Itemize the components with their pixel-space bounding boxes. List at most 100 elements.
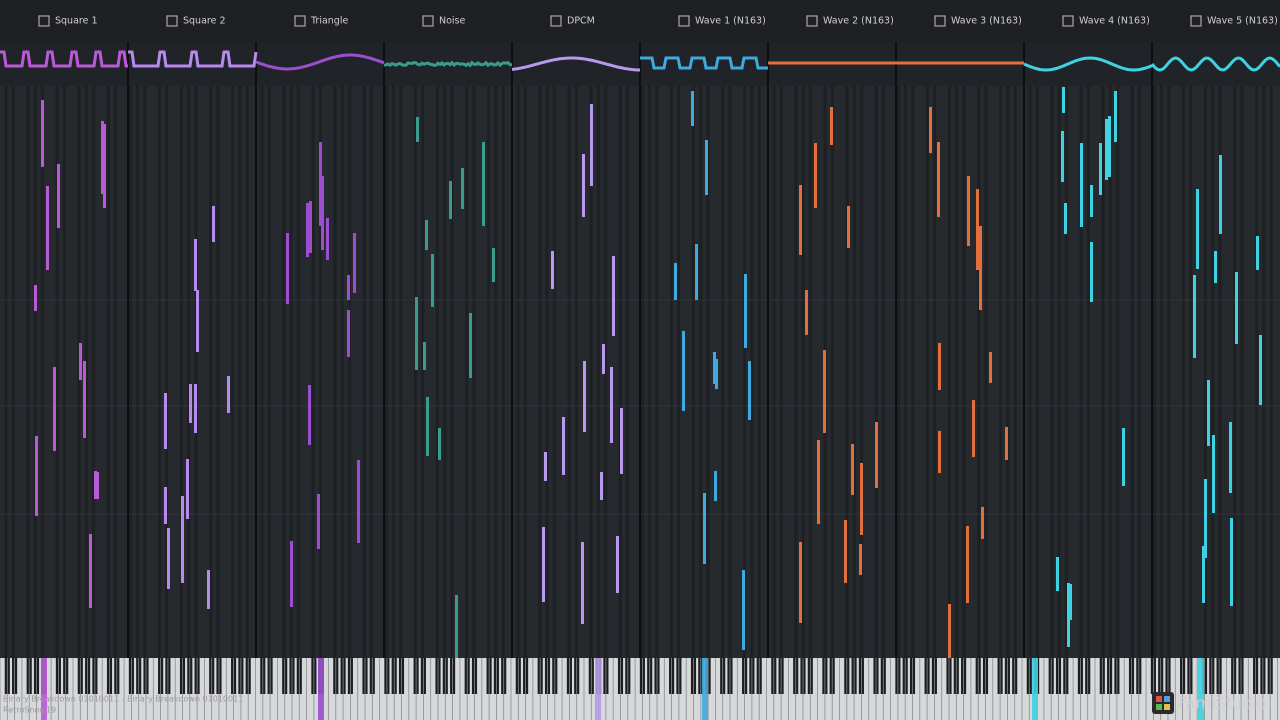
- logo-icon-part: [1156, 696, 1162, 702]
- channel-name: Square 2: [183, 16, 226, 27]
- note: [967, 176, 970, 246]
- note: [799, 185, 802, 255]
- note: [461, 168, 464, 209]
- note: [847, 206, 850, 248]
- note: [1061, 131, 1064, 182]
- note: [164, 393, 167, 449]
- note: [103, 124, 106, 208]
- note: [1230, 541, 1233, 606]
- note: [551, 251, 554, 289]
- active-key: [41, 658, 47, 720]
- note: [695, 244, 698, 300]
- note: [46, 186, 49, 270]
- note: [582, 154, 585, 217]
- active-key: [595, 658, 601, 720]
- note: [705, 140, 708, 195]
- channel-icon: [806, 15, 818, 27]
- note: [851, 444, 854, 495]
- channel-icon: [294, 15, 306, 27]
- channel-icon: [422, 15, 434, 27]
- note: [590, 104, 593, 186]
- note: [938, 343, 941, 390]
- note: [715, 359, 718, 389]
- note: [416, 117, 419, 142]
- note: [425, 220, 428, 250]
- note: [817, 440, 820, 524]
- note: [455, 595, 458, 658]
- song-author: RetroSnow19: [3, 706, 56, 715]
- note: [89, 534, 92, 608]
- note: [948, 604, 951, 658]
- waveform: [383, 60, 512, 68]
- note: [357, 460, 360, 543]
- note: [1202, 546, 1205, 603]
- note: [189, 384, 192, 423]
- note: [482, 142, 485, 226]
- note: [167, 528, 170, 589]
- waveform: [640, 56, 768, 70]
- note: [35, 436, 38, 516]
- note: [976, 189, 979, 270]
- note: [1105, 119, 1108, 180]
- note: [94, 471, 97, 499]
- note: [431, 254, 434, 307]
- waveform: [1023, 56, 1153, 72]
- note: [981, 507, 984, 539]
- note: [492, 248, 495, 282]
- note: [181, 522, 184, 583]
- note: [937, 142, 940, 217]
- note: [1114, 91, 1117, 142]
- logo-icon-part: [1156, 704, 1162, 710]
- note: [1214, 251, 1217, 283]
- channel-icon: [166, 15, 178, 27]
- logo-text: FamiStudio: [1178, 694, 1267, 713]
- note: [1196, 189, 1199, 269]
- note: [562, 417, 565, 475]
- note: [1259, 335, 1262, 405]
- note: [1062, 87, 1065, 113]
- note: [714, 471, 717, 501]
- note: [938, 431, 941, 473]
- note: [57, 164, 60, 228]
- note: [290, 541, 293, 607]
- channel-separator: [1151, 42, 1153, 658]
- active-key: [1198, 658, 1204, 720]
- note: [859, 544, 862, 575]
- logo-icon-part: [1164, 704, 1170, 710]
- note: [744, 274, 747, 348]
- active-key: [318, 658, 324, 720]
- note: [96, 472, 99, 499]
- note: [186, 459, 189, 519]
- note: [438, 428, 441, 460]
- note: [1219, 155, 1222, 234]
- note: [600, 472, 603, 500]
- note: [875, 422, 878, 488]
- note: [989, 352, 992, 383]
- note: [1207, 380, 1210, 446]
- active-key: [702, 658, 708, 720]
- note: [353, 233, 356, 293]
- note: [929, 107, 932, 153]
- channel-icon: [934, 15, 946, 27]
- note: [748, 361, 751, 420]
- note: [674, 263, 677, 300]
- logo-icon-part: [1164, 696, 1170, 702]
- logo-icon: [1152, 692, 1174, 714]
- song-title: Binary Breakdown 01010011 - Binary Break…: [3, 695, 243, 704]
- note: [610, 367, 613, 443]
- note: [347, 275, 350, 300]
- channel-separator: [767, 42, 769, 658]
- header-bar: [0, 0, 1280, 42]
- channel-separator: [639, 42, 641, 658]
- note: [1080, 143, 1083, 227]
- note: [164, 487, 167, 524]
- note: [1099, 143, 1102, 195]
- channel-name: Square 1: [55, 16, 98, 27]
- note: [602, 344, 605, 374]
- note: [1193, 275, 1196, 358]
- note: [347, 310, 350, 357]
- note: [196, 290, 199, 352]
- channel-name: Wave 2 (N163): [823, 16, 894, 27]
